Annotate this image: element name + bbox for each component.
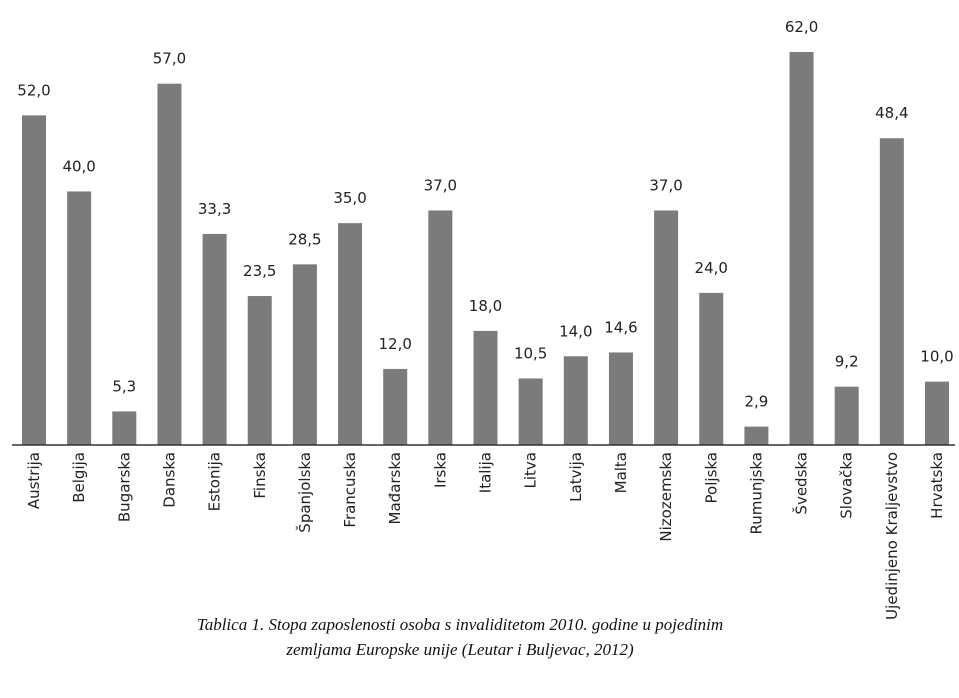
x-tick-label: Bugarska	[115, 452, 133, 522]
value-label: 28,5	[288, 230, 321, 248]
x-tick-label: Litva	[522, 452, 540, 488]
bar	[428, 210, 453, 445]
bar	[925, 381, 949, 445]
x-tick-label: Irska	[431, 452, 449, 488]
bar	[22, 115, 46, 446]
bar	[654, 210, 679, 445]
bar	[247, 296, 272, 445]
bar	[699, 292, 724, 445]
x-tick-label: Belgija	[70, 452, 88, 503]
bar	[879, 138, 904, 445]
caption: Tablica 1. Stopa zaposlenosti osoba s in…	[197, 615, 723, 634]
value-label: 14,6	[604, 318, 637, 336]
value-label: 62,0	[785, 18, 818, 36]
value-label: 40,0	[62, 157, 95, 175]
bar	[473, 330, 498, 445]
x-tick-label: Švedska	[792, 452, 811, 515]
value-label: 18,0	[469, 297, 502, 315]
value-label: 37,0	[649, 176, 682, 194]
bar	[383, 368, 408, 445]
bar	[112, 411, 137, 445]
bar	[157, 83, 182, 446]
bar	[608, 352, 633, 445]
value-label: 5,3	[112, 377, 136, 395]
bar	[518, 378, 543, 445]
bar	[834, 386, 859, 445]
x-tick-label: Latvija	[567, 452, 585, 502]
bar	[202, 233, 227, 445]
value-label: 37,0	[424, 176, 457, 194]
x-tick-label: Finska	[251, 452, 269, 499]
x-tick-label: Francuska	[341, 452, 359, 528]
value-label: 10,0	[920, 348, 953, 366]
x-tick-label: Austrija	[25, 452, 43, 509]
value-label: 9,2	[835, 353, 859, 371]
value-label: 35,0	[333, 189, 366, 207]
value-label: 23,5	[243, 262, 276, 280]
value-label: 57,0	[153, 50, 186, 68]
x-tick-label: Nizozemska	[657, 452, 675, 542]
value-label: 52,0	[17, 81, 50, 99]
bar	[744, 426, 769, 445]
bar	[789, 52, 814, 445]
bar	[563, 356, 588, 445]
x-tick-label: Rumunjska	[747, 452, 765, 534]
x-tick-label: Italija	[477, 452, 495, 493]
x-tick-label: Estonija	[206, 452, 224, 511]
x-tick-label: Malta	[612, 452, 630, 493]
value-label: 33,3	[198, 200, 231, 218]
value-label: 14,0	[559, 322, 592, 340]
bar	[292, 264, 317, 445]
value-label: 2,9	[744, 393, 768, 411]
x-tick-label: Danska	[160, 452, 178, 508]
caption: zemljama Europske unije (Leutar i Buljev…	[285, 640, 634, 659]
x-tick-label: Ujedinjeno Kraljevstvo	[883, 452, 901, 620]
x-tick-label: Mađarska	[386, 452, 404, 524]
x-tick-label: Poljska	[702, 452, 720, 503]
x-tick-label: Hrvatska	[928, 452, 946, 519]
x-tick-label: Španjolska	[295, 452, 314, 533]
bar	[67, 191, 92, 445]
bar	[338, 223, 363, 445]
x-tick-label: Slovačka	[838, 452, 856, 519]
value-label: 24,0	[695, 259, 728, 277]
value-label: 10,5	[514, 344, 547, 362]
value-label: 12,0	[378, 335, 411, 353]
value-label: 48,4	[875, 104, 908, 122]
